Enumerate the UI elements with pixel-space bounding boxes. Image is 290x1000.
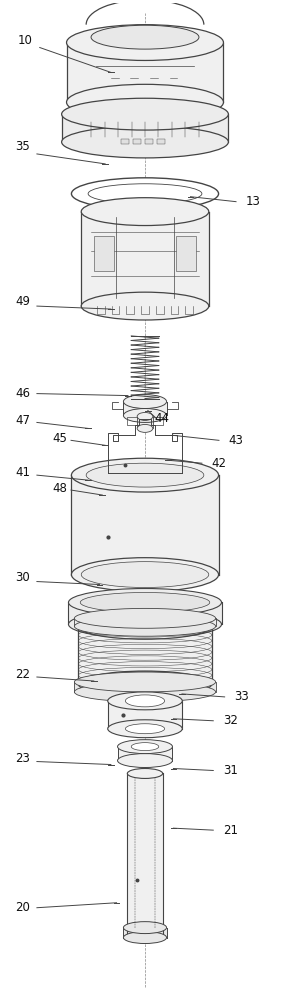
Bar	[68, 602, 222, 624]
Ellipse shape	[78, 613, 212, 639]
Bar	[176, 236, 196, 271]
Ellipse shape	[81, 562, 209, 588]
Bar	[74, 682, 216, 692]
Text: 10: 10	[18, 34, 33, 47]
Bar	[137, 416, 153, 428]
Ellipse shape	[81, 198, 209, 226]
Bar	[78, 626, 212, 684]
Ellipse shape	[131, 743, 159, 751]
Ellipse shape	[124, 922, 166, 934]
Ellipse shape	[80, 592, 210, 612]
Ellipse shape	[86, 463, 204, 487]
Ellipse shape	[66, 84, 224, 120]
Ellipse shape	[71, 458, 219, 492]
Bar	[66, 43, 224, 102]
Text: 43: 43	[229, 434, 244, 447]
Ellipse shape	[71, 558, 219, 591]
Bar	[108, 701, 182, 729]
Ellipse shape	[137, 412, 153, 420]
Ellipse shape	[68, 589, 222, 616]
Ellipse shape	[125, 724, 165, 734]
Ellipse shape	[62, 126, 228, 158]
Bar	[62, 114, 228, 142]
Ellipse shape	[74, 672, 216, 692]
Bar	[124, 402, 166, 415]
Text: 21: 21	[223, 824, 238, 837]
Bar	[81, 212, 209, 306]
Bar	[117, 747, 173, 761]
Bar	[94, 236, 114, 271]
Ellipse shape	[81, 292, 209, 320]
Ellipse shape	[74, 682, 216, 702]
Text: 20: 20	[15, 901, 30, 914]
Text: 33: 33	[234, 690, 249, 703]
Text: 13: 13	[246, 195, 260, 208]
Ellipse shape	[74, 608, 216, 628]
Text: 48: 48	[52, 482, 67, 495]
Text: 32: 32	[223, 714, 238, 727]
Ellipse shape	[91, 25, 199, 49]
Ellipse shape	[88, 184, 202, 204]
Text: 44: 44	[155, 412, 170, 425]
Ellipse shape	[71, 178, 219, 210]
Bar	[145, 139, 153, 144]
Bar	[127, 773, 163, 938]
Ellipse shape	[124, 395, 166, 409]
Text: 47: 47	[15, 414, 30, 427]
Ellipse shape	[124, 409, 166, 422]
Ellipse shape	[117, 740, 173, 754]
Text: 22: 22	[15, 668, 30, 681]
Ellipse shape	[124, 932, 166, 944]
Text: 45: 45	[52, 432, 67, 445]
Ellipse shape	[68, 610, 222, 638]
Bar	[74, 618, 216, 626]
Ellipse shape	[78, 671, 212, 697]
Ellipse shape	[74, 616, 216, 636]
Text: 31: 31	[223, 764, 238, 777]
Ellipse shape	[127, 768, 163, 778]
Ellipse shape	[137, 424, 153, 432]
Bar	[122, 139, 129, 144]
Bar	[133, 139, 141, 144]
Text: 35: 35	[15, 140, 30, 153]
Ellipse shape	[66, 25, 224, 60]
Text: 41: 41	[15, 466, 30, 479]
Bar	[124, 928, 166, 938]
Ellipse shape	[62, 98, 228, 130]
Bar	[71, 475, 219, 575]
Bar	[157, 139, 165, 144]
Text: 46: 46	[15, 387, 30, 400]
Text: 30: 30	[15, 571, 30, 584]
Ellipse shape	[108, 720, 182, 738]
Ellipse shape	[117, 754, 173, 768]
Text: 23: 23	[15, 752, 30, 765]
Ellipse shape	[108, 692, 182, 710]
Text: 42: 42	[211, 457, 226, 470]
Ellipse shape	[125, 695, 165, 707]
Ellipse shape	[127, 933, 163, 943]
Text: 49: 49	[15, 295, 30, 308]
